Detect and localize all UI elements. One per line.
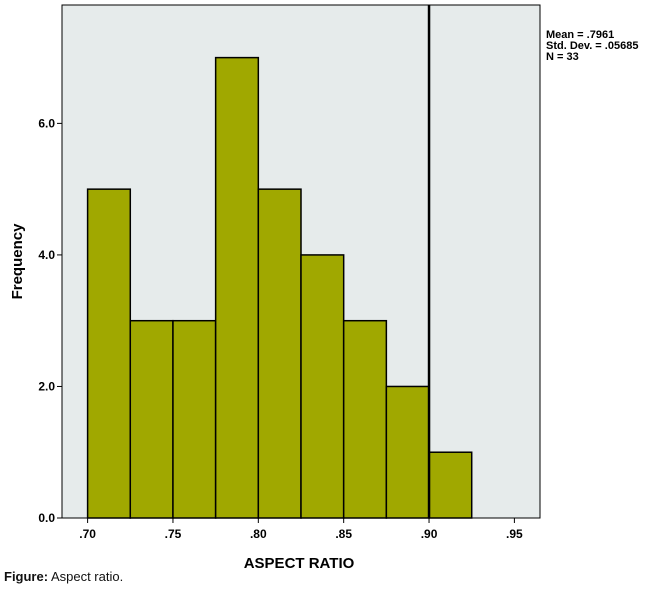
histogram-bar [342,319,388,519]
std-dev-stat: Std. Dev. = .05685 [546,40,639,52]
bars-group [86,56,473,519]
caption-label: Figure: [4,569,49,584]
x-tick-label: .95 [506,527,523,541]
histogram-bar [172,319,217,519]
y-axis-label: Frequency [9,223,26,300]
y-tick-label: 0.0 [38,511,55,525]
histogram-bar [428,451,473,519]
x-tick-label: .85 [335,527,352,541]
x-tick-label: .80 [250,527,267,541]
x-tick-label: .90 [421,527,438,541]
histogram-bar [300,254,345,519]
y-tick-label: 2.0 [38,379,55,393]
x-tick-label: .70 [79,527,96,541]
histogram-bar [129,319,174,519]
histogram-bar [86,188,132,519]
statistics-box: Mean = .7961 Std. Dev. = .05685 N = 33 [546,30,650,63]
mean-stat: Mean = .7961 [546,30,615,41]
x-tick-label: .75 [165,527,182,541]
histogram-bar [214,56,260,519]
x-axis-label: ASPECT RATIO [244,555,355,572]
figure-caption: Figure: Aspect ratio. [4,569,123,584]
caption-text: Aspect ratio. [48,569,124,584]
histogram-bar [257,188,302,519]
histogram-bar [385,385,430,519]
n-stat: N = 33 [546,51,579,63]
axes-group: .70 .75 .80 .85 .90 .95 0.0 2.0 4.0 6.0 [38,116,523,541]
y-tick-label: 6.0 [38,116,55,130]
y-tick-label: 4.0 [38,248,55,262]
